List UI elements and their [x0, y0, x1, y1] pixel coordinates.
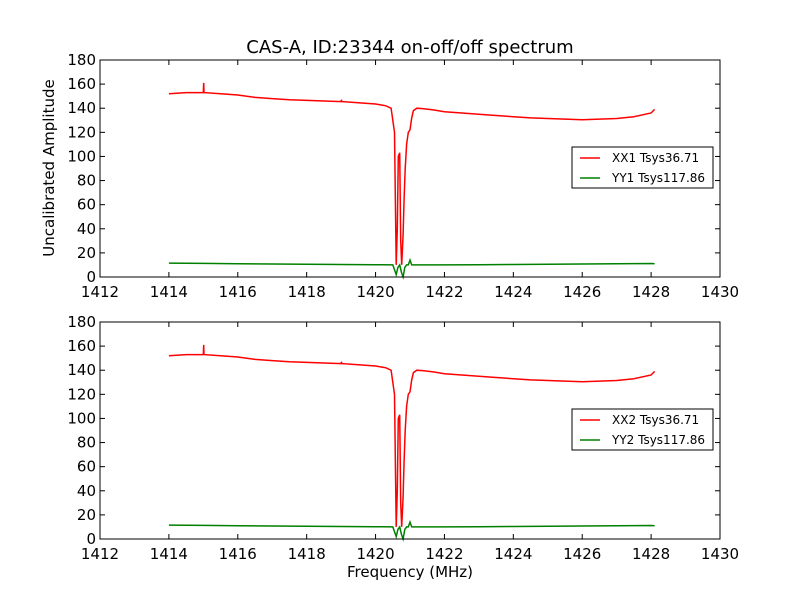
y-tick-label: 140 — [67, 361, 96, 379]
x-tick-label: 1424 — [494, 545, 532, 563]
x-tick-label: 1426 — [563, 283, 601, 301]
y-tick-label: 60 — [77, 458, 96, 476]
plot-frame — [99, 321, 721, 540]
bottom-subplot: 1412 1414 1416 1418 1420 1422 1424 1426 1428 1430… — [67, 313, 739, 563]
x-tick-label: 1422 — [425, 283, 463, 301]
y-tick-label: 80 — [77, 172, 96, 190]
series-line-xx1 — [168, 82, 656, 265]
y-tick-label: 180 — [67, 51, 96, 69]
chart-title: CAS-A, ID:23344 on-off/off spectrum — [246, 37, 573, 58]
x-tick-label: 1414 — [150, 545, 188, 563]
x-tick-label: 1414 — [150, 283, 188, 301]
x-tick-label: 1422 — [425, 545, 463, 563]
y-tick-label: 0 — [86, 530, 96, 548]
x-axis-label: Frequency (MHz) — [347, 563, 473, 581]
legend-box — [571, 408, 714, 451]
plot-frame — [99, 59, 721, 278]
legend-label: YY2 Tsys117.86 — [611, 433, 705, 447]
y-tick-label: 20 — [77, 506, 96, 524]
legend-label: YY1 Tsys117.86 — [611, 171, 705, 185]
y-tick-label: 100 — [67, 147, 96, 165]
series-line-yy2 — [168, 519, 655, 542]
top-subplot: 1412 1414 1416 1418 1420 1422 1424 1426 1428 1430… — [67, 51, 739, 301]
x-tick-label: 1416 — [219, 283, 257, 301]
y-tick-label: 40 — [77, 220, 96, 238]
legend-box — [571, 146, 714, 189]
y-tick-label: 160 — [67, 337, 96, 355]
legend: XX2 Tsys36.71 YY2 Tsys117.86 — [571, 408, 714, 451]
legend: XX1 Tsys36.71 YY1 Tsys117.86 — [571, 146, 714, 189]
x-tick-label: 1416 — [219, 545, 257, 563]
y-tick-label: 0 — [86, 268, 96, 286]
y-tick-label: 100 — [67, 409, 96, 427]
x-tick-label: 1426 — [563, 545, 601, 563]
y-tick-label: 120 — [67, 385, 96, 403]
x-tick-label: 1424 — [494, 283, 532, 301]
y-tick-label: 140 — [67, 99, 96, 117]
x-tick-label: 1418 — [288, 545, 326, 563]
y-tick-label: 160 — [67, 75, 96, 93]
y-tick-label: 180 — [67, 313, 96, 331]
y-tick-label: 60 — [77, 196, 96, 214]
legend-label: XX1 Tsys36.71 — [612, 151, 699, 165]
x-tick-label: 1412 — [81, 545, 119, 563]
x-tick-label: 1420 — [356, 545, 394, 563]
legend-label: XX2 Tsys36.71 — [612, 413, 699, 427]
x-tick-label: 1428 — [632, 545, 670, 563]
y-tick-label: 20 — [77, 244, 96, 262]
y-tick-label: 120 — [67, 123, 96, 141]
y-axis-label: Uncalibrated Amplitude — [40, 79, 58, 256]
x-tick-label: 1428 — [632, 283, 670, 301]
series-line-xx2 — [168, 344, 656, 527]
y-tick-label: 80 — [77, 434, 96, 452]
y-tick-label: 40 — [77, 482, 96, 500]
x-tick-label: 1420 — [356, 283, 394, 301]
x-tick-label: 1430 — [701, 545, 739, 563]
x-tick-label: 1412 — [81, 283, 119, 301]
x-tick-label: 1418 — [288, 283, 326, 301]
series-line-yy1 — [168, 257, 655, 280]
x-tick-label: 1430 — [701, 283, 739, 301]
